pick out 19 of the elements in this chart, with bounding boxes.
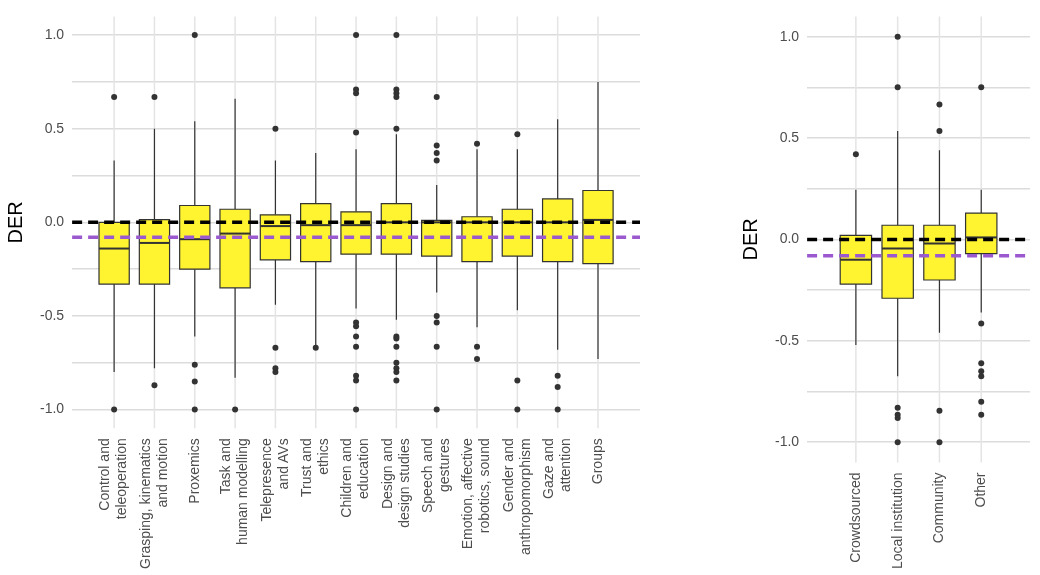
y-tick-label: -1.0 [775, 433, 800, 450]
y-tick-label: -0.5 [40, 306, 65, 323]
y-tick-label: 0.5 [44, 119, 65, 136]
y-tick-label: 1.0 [779, 27, 800, 44]
y-tick-label: 1.0 [44, 25, 65, 42]
y-tick-label: 0.0 [44, 213, 65, 230]
y-tick-label: 0.5 [779, 128, 800, 145]
y-tick-label: -0.5 [775, 331, 800, 348]
x-tick-label: Other [972, 472, 989, 508]
x-tick-label: Groups [588, 438, 605, 485]
x-tick-label: Proxemics [185, 438, 202, 504]
x-tick-label: Community [930, 472, 947, 544]
y-tick-label: 0.0 [779, 230, 800, 247]
x-tick-label: Local institution [888, 472, 905, 570]
y-axis-title: DER [738, 218, 761, 261]
x-tick-label: Crowdsourced [846, 472, 863, 563]
x-tick-label: Control and teleoperation [96, 438, 130, 520]
y-axis-title: DER [3, 201, 26, 244]
y-tick-label: -1.0 [40, 400, 65, 417]
